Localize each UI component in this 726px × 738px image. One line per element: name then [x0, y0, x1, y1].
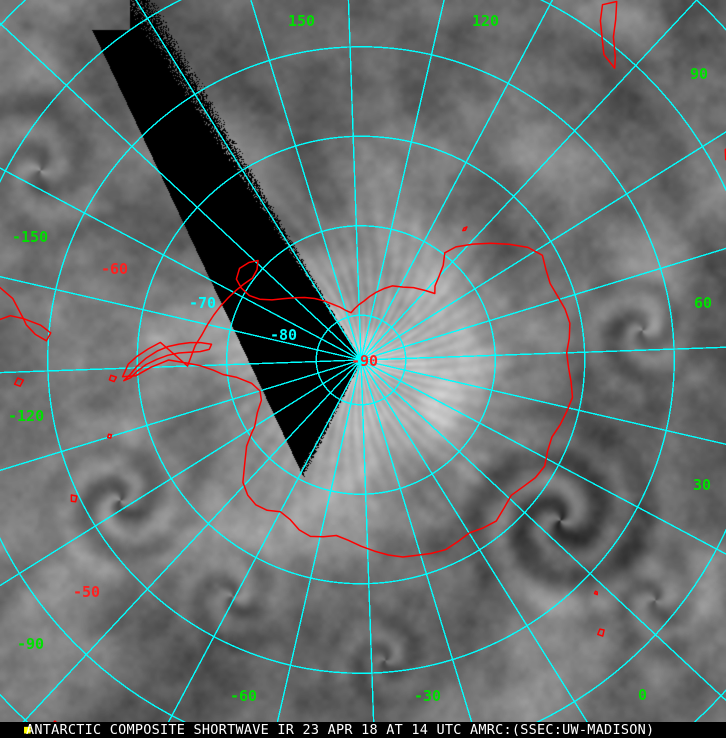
- lon-label-30: 30: [693, 476, 712, 494]
- lat-label-neg60: -60: [101, 260, 129, 278]
- lon-label-150: 150: [288, 12, 316, 30]
- lat-label-neg80: -80: [270, 326, 298, 344]
- lon-spoke--135: [250, 0, 362, 361]
- lon-spoke-135: [360, 247, 726, 361]
- lon-spoke--150: [347, 0, 362, 361]
- lon-label-120: 120: [472, 12, 500, 30]
- lon-label-neg30: -30: [414, 687, 442, 705]
- coastline-south-america: [0, 286, 52, 342]
- lat-label-neg50: -50: [73, 583, 101, 601]
- coastline-antarctica: [121, 242, 574, 558]
- coastline-island-1: [597, 628, 605, 637]
- lon-spoke-30: [360, 359, 375, 722]
- map-overlay: [0, 0, 726, 722]
- lon-spoke-180: [360, 0, 554, 361]
- lat-label-neg90: -90: [351, 352, 379, 370]
- coastline-island-0: [70, 494, 78, 503]
- lon-spoke-75: [360, 359, 726, 702]
- coastline-island-3: [108, 374, 118, 383]
- coastline-antarctic-peninsula: [123, 341, 213, 382]
- lon-label-neg90: -90: [17, 635, 45, 653]
- lon-spoke-150: [360, 131, 726, 361]
- coastline-island-5: [593, 590, 598, 596]
- lon-spoke-165: [360, 0, 698, 361]
- lon-spoke--15: [22, 359, 362, 722]
- coastline-lines: [0, 0, 726, 722]
- lon-label-neg150: -150: [12, 228, 49, 246]
- lon-spoke--75: [0, 275, 362, 361]
- lon-label-neg120: -120: [8, 407, 45, 425]
- lon-spoke-60: [360, 359, 589, 722]
- lon-spoke-90: [360, 359, 726, 555]
- lon-spoke--165: [360, 0, 445, 361]
- graticule-lines: [0, 0, 726, 722]
- lon-spoke--90: [0, 167, 362, 361]
- coastline-island-2: [13, 377, 25, 387]
- lon-spoke-120: [360, 346, 726, 361]
- lon-spoke--30: [0, 359, 362, 587]
- coastline-tasmania: [724, 148, 726, 161]
- lon-label-neg60: -60: [230, 687, 258, 705]
- lon-label-0: 0: [638, 686, 648, 704]
- lon-spoke-45: [360, 359, 473, 722]
- lon-spoke-105: [360, 359, 726, 445]
- lat-ring--55: [47, 46, 675, 674]
- lat-label-neg70: -70: [189, 294, 217, 312]
- lon-spoke--105: [0, 22, 362, 361]
- lon-spoke-15: [276, 359, 362, 722]
- lon-label-60: 60: [694, 294, 713, 312]
- coastline-new-zealand-south: [599, 0, 618, 69]
- lon-label-90: 90: [690, 65, 709, 83]
- lat-ring--75: [226, 225, 496, 495]
- caption-bar: ■ ANTARCTIC COMPOSITE SHORTWAVE IR 23 AP…: [0, 722, 726, 738]
- lon-spoke--60: [0, 359, 362, 374]
- text-cursor: ■: [24, 723, 31, 736]
- coastline-island-7: [53, 720, 58, 722]
- coastline-island-6: [106, 433, 113, 439]
- caption-text: ANTARCTIC COMPOSITE SHORTWAVE IR 23 APR …: [26, 722, 655, 738]
- lon-spoke--45: [0, 359, 362, 472]
- lon-spoke--120: [135, 0, 362, 361]
- lon-spoke-0: [167, 359, 362, 722]
- coastline-island-8: [462, 226, 468, 232]
- lat-ring--65: [136, 135, 586, 585]
- lat-ring--85: [315, 314, 407, 406]
